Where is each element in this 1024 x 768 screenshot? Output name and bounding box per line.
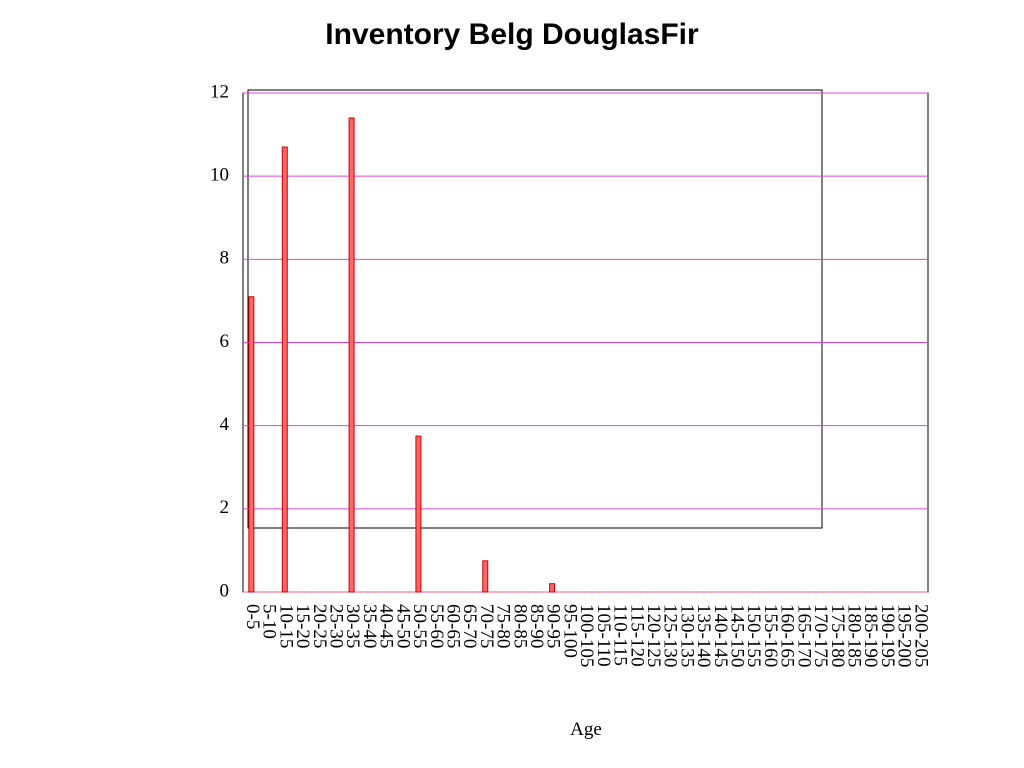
x-tick-label: 50-55 [409,604,430,648]
y-tick-label: 2 [220,497,230,518]
x-tick-label: 120-125 [643,604,664,667]
x-tick-label: 100-105 [576,604,597,667]
x-tick-label: 175-180 [827,604,848,667]
chart-title: Inventory Belg DouglasFir [325,18,699,51]
y-tick-label: 8 [220,248,230,269]
bar [549,583,556,593]
x-tick-label: 5-10 [259,604,280,639]
x-tick-label: 35-40 [359,604,380,648]
x-tick-label: 170-175 [810,604,831,667]
x-tick-label: 145-150 [727,604,748,667]
x-tick-label: 30-35 [342,604,363,648]
x-tick-label: 140-145 [710,604,731,667]
y-tick-label: 4 [220,414,230,435]
x-tick-label: 90-95 [543,604,564,648]
x-tick-label: 75-80 [493,604,514,648]
x-tick-label: 190-195 [877,604,898,667]
bar [348,117,355,593]
x-tick-label: 105-110 [593,604,614,667]
x-tick-label: 165-170 [793,604,814,667]
x-tick-label: 10-15 [275,604,296,648]
x-tick-label: 55-60 [426,604,447,648]
x-tick-label: 180-185 [843,604,864,667]
x-tick-label: 135-140 [693,604,714,667]
x-tick-label: 0-5 [242,604,263,629]
y-tick-label: 10 [210,165,229,186]
x-tick-label: 85-90 [526,604,547,648]
bar [415,435,422,593]
y-tick-label: 12 [210,81,229,102]
bar [281,146,288,593]
x-tick-label: 200-205 [910,604,931,667]
x-tick-label: 40-45 [376,604,397,648]
x-tick-label: 160-165 [777,604,798,667]
x-tick-label: 195-200 [894,604,915,667]
x-tick-label: 15-20 [292,604,313,648]
y-tick-label: 0 [220,580,230,601]
x-tick-label: 80-85 [509,604,530,648]
x-axis-label: Age [570,719,602,740]
bar [248,296,255,593]
bar [482,560,489,593]
overlay-box [247,89,823,529]
x-tick-label: 150-155 [743,604,764,667]
x-tick-label: 115-120 [626,604,647,667]
x-tick-label: 70-75 [476,604,497,648]
x-tick-label: 95-100 [559,604,580,658]
x-tick-label: 130-135 [676,604,697,667]
y-tick-label: 6 [220,331,230,352]
x-tick-label: 185-190 [860,604,881,667]
x-tick-label: 65-70 [459,604,480,648]
x-tick-label: 25-30 [326,604,347,648]
x-tick-label: 20-25 [309,604,330,648]
x-tick-label: 155-160 [760,604,781,667]
x-tick-label: 125-130 [660,604,681,667]
x-tick-label: 45-50 [392,604,413,648]
x-tick-label: 60-65 [442,604,463,648]
x-tick-label: 110-115 [610,604,631,666]
